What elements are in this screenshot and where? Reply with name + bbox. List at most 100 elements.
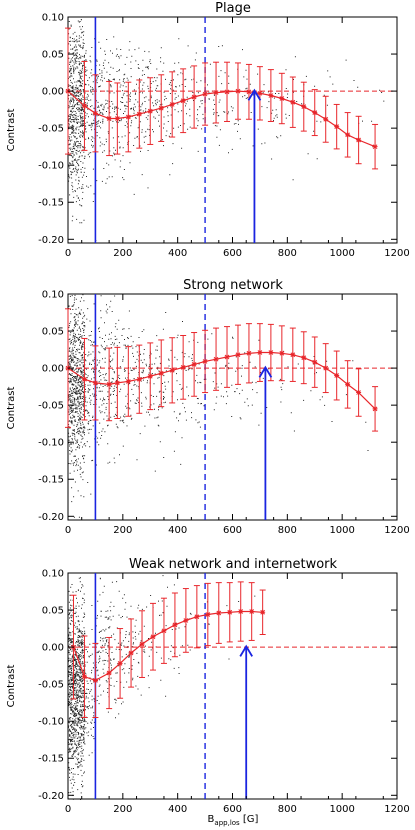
data-point — [235, 88, 241, 94]
x-tick-label: 400 — [168, 804, 187, 815]
data-point — [238, 609, 244, 615]
y-axis-label: Contrast — [6, 387, 17, 430]
data-point — [169, 367, 175, 373]
x-tick-label: 800 — [278, 248, 297, 259]
data-point — [372, 406, 378, 412]
data-point — [202, 358, 208, 364]
data-point — [183, 617, 189, 623]
data-point — [268, 93, 274, 99]
y-tick-label: 0.00 — [42, 364, 64, 375]
data-point — [125, 378, 131, 384]
data-point — [158, 370, 164, 376]
y-tick-label: -0.10 — [38, 438, 64, 449]
data-point — [260, 609, 266, 615]
x-tick-label: 200 — [113, 525, 132, 536]
data-point — [334, 124, 340, 130]
data-point — [312, 110, 318, 116]
data-point — [128, 650, 134, 656]
y-tick-label: -0.10 — [38, 161, 64, 172]
y-tick-label: -0.15 — [38, 198, 64, 209]
x-tick-label: 400 — [168, 525, 187, 536]
panel-weak-network: Weak network and internetwork Contrast B… — [6, 557, 410, 827]
x-tick-label: 0 — [65, 804, 71, 815]
data-point — [92, 110, 98, 116]
fit-curve — [67, 90, 376, 148]
y-tick-label: 0.10 — [42, 290, 64, 301]
data-point — [224, 89, 230, 95]
data-point — [345, 132, 351, 138]
data-point — [161, 628, 167, 634]
data-point — [205, 611, 211, 617]
data-point — [279, 350, 285, 356]
y-axis-label: Contrast — [6, 109, 17, 152]
data-point — [372, 144, 378, 150]
y-tick-label: -0.05 — [38, 124, 64, 135]
x-tick-label: 600 — [223, 525, 242, 536]
data-point — [139, 641, 145, 647]
data-point — [257, 350, 263, 356]
y-tick-label: -0.05 — [38, 680, 64, 691]
data-point — [194, 614, 200, 620]
arrow-head — [258, 365, 273, 378]
x-tick-label: 200 — [113, 804, 132, 815]
data-point — [216, 610, 222, 616]
x-tick-label: 800 — [278, 525, 297, 536]
data-point — [150, 634, 156, 640]
data-point — [246, 89, 252, 95]
data-point — [345, 381, 351, 387]
y-tick-label: 0.05 — [42, 327, 64, 338]
data-point — [246, 350, 252, 356]
data-point — [147, 108, 153, 114]
data-point — [117, 660, 123, 666]
x-tick-label: 400 — [168, 248, 187, 259]
data-point — [125, 114, 131, 120]
data-point — [92, 677, 98, 683]
y-tick-label: 0.05 — [42, 50, 64, 61]
x-tick-label: 800 — [278, 804, 297, 815]
data-point — [180, 98, 186, 104]
data-point — [114, 116, 120, 122]
data-point — [356, 137, 362, 143]
data-point — [172, 622, 178, 628]
data-point — [323, 365, 329, 371]
x-tick-label: 0 — [65, 525, 71, 536]
data-point — [257, 90, 263, 96]
x-tick-label: 1000 — [329, 804, 354, 815]
y-tick-label: -0.10 — [38, 717, 64, 728]
data-point — [106, 116, 112, 122]
panel-title: Plage — [215, 1, 251, 16]
fit-curve — [72, 610, 263, 682]
data-point — [202, 91, 208, 97]
data-point — [213, 356, 219, 362]
y-axis-label: Contrast — [6, 665, 17, 708]
arrow-head — [247, 88, 262, 101]
x-tick-label: 1000 — [329, 248, 354, 259]
data-point — [268, 350, 274, 356]
data-point — [136, 111, 142, 117]
data-point — [136, 376, 142, 382]
data-point — [312, 359, 318, 365]
y-tick-label: -0.15 — [38, 754, 64, 765]
y-tick-label: -0.05 — [38, 401, 64, 412]
data-point — [106, 381, 112, 387]
panel-title: Strong network — [183, 278, 283, 293]
x-tick-label: 0 — [65, 248, 71, 259]
arrow-head — [239, 644, 253, 657]
y-tick-label: -0.15 — [38, 475, 64, 486]
data-point — [224, 354, 230, 360]
y-tick-label: -0.20 — [38, 791, 64, 802]
data-point — [279, 96, 285, 102]
data-point — [334, 373, 340, 379]
y-tick-label: 0.05 — [42, 606, 64, 617]
x-tick-label: 1200 — [384, 248, 409, 259]
x-tick-label: 600 — [223, 804, 242, 815]
y-tick-label: 0.00 — [42, 643, 64, 654]
data-point — [169, 101, 175, 107]
data-point — [114, 380, 120, 386]
data-point — [92, 380, 98, 386]
data-point — [81, 376, 87, 382]
panel-plage: Plage Contrast 0 200 400 600 800 1000 1200 -0.2… — [6, 1, 410, 259]
y-tick-label: -0.20 — [38, 235, 64, 246]
data-point — [290, 352, 296, 358]
data-point — [301, 104, 307, 110]
